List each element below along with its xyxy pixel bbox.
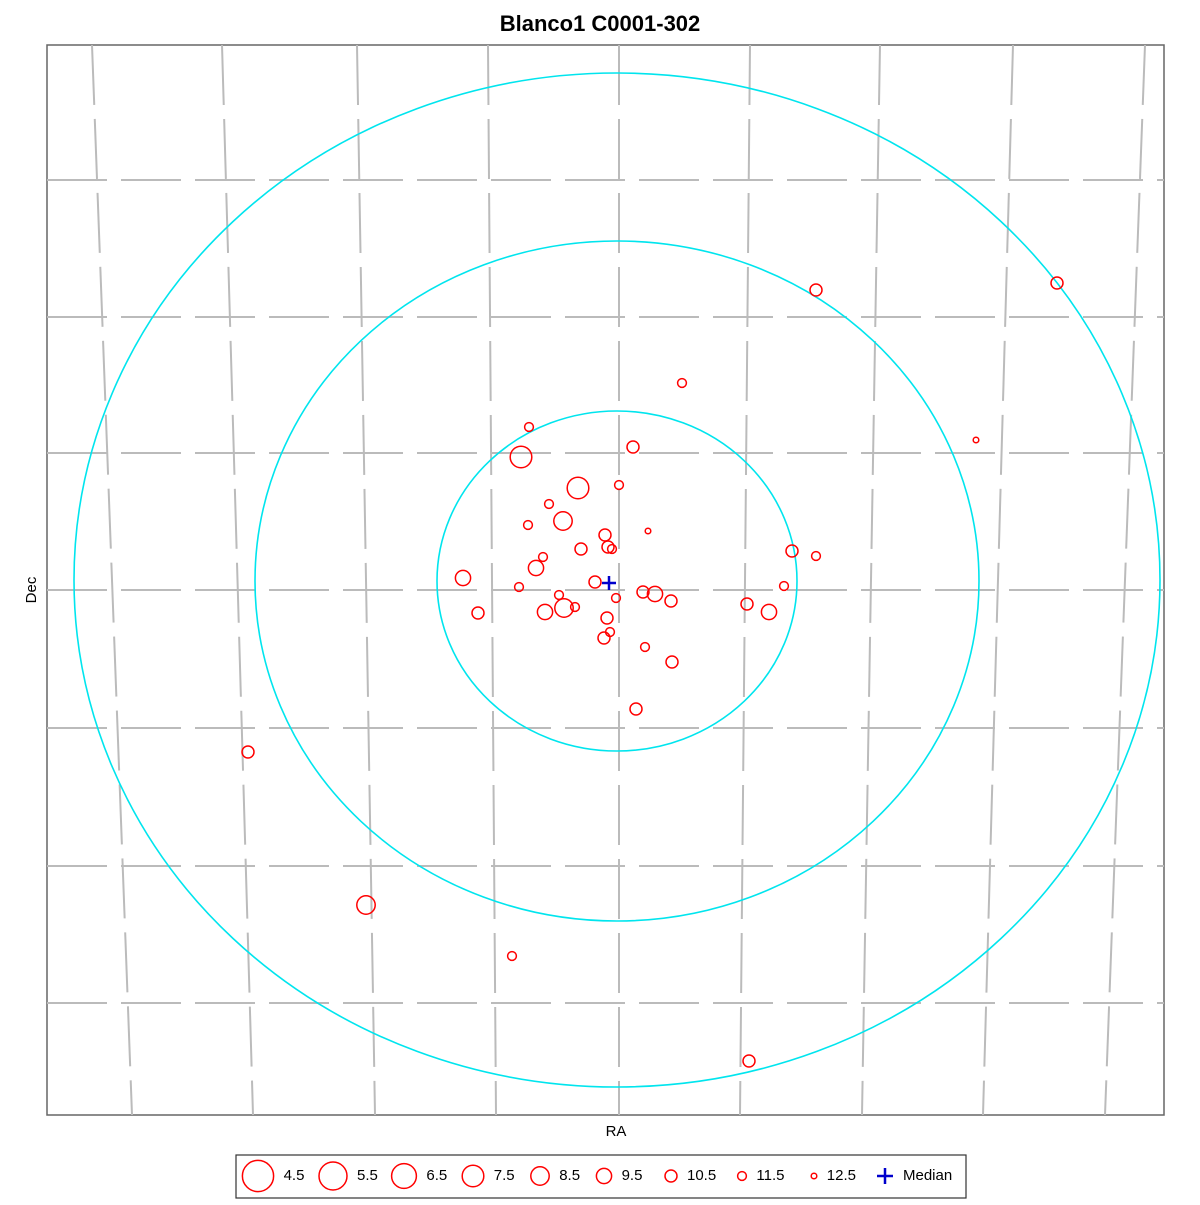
legend-label: 11.5 <box>756 1167 784 1184</box>
legend-symbol <box>461 1164 485 1188</box>
star <box>676 377 688 389</box>
star <box>553 511 573 531</box>
star <box>972 436 980 444</box>
star <box>574 542 588 556</box>
star <box>356 895 376 915</box>
star <box>566 476 590 500</box>
star <box>626 440 640 454</box>
chart-title: Blanco1 C0001-302 <box>500 11 701 36</box>
legend-symbol <box>595 1167 613 1185</box>
median-marker <box>602 576 616 590</box>
star <box>543 498 555 510</box>
star <box>471 606 485 620</box>
star <box>509 445 533 469</box>
legend-median-symbol <box>877 1168 893 1184</box>
star <box>639 641 651 653</box>
star <box>601 540 615 554</box>
star <box>597 631 611 645</box>
star <box>522 519 534 531</box>
legend-label: 10.5 <box>687 1167 716 1184</box>
star <box>588 575 602 589</box>
star <box>629 702 643 716</box>
legend-label: 12.5 <box>827 1167 856 1184</box>
star <box>527 559 545 577</box>
legend-symbol <box>810 1172 818 1180</box>
star <box>613 479 625 491</box>
star <box>644 527 652 535</box>
star <box>810 550 822 562</box>
x-axis-label: RA <box>606 1123 627 1140</box>
star <box>778 580 790 592</box>
y-axis-label: Dec <box>23 576 40 603</box>
star <box>740 597 754 611</box>
legend-label: 7.5 <box>494 1167 515 1184</box>
star <box>600 611 614 625</box>
star <box>664 594 678 608</box>
star <box>742 1054 756 1068</box>
legend-label: 9.5 <box>622 1167 643 1184</box>
star <box>785 544 799 558</box>
legend-label: 6.5 <box>426 1167 447 1184</box>
coordinate-grid <box>47 44 1164 1116</box>
star <box>554 598 574 618</box>
legend-symbol <box>530 1166 550 1186</box>
star <box>809 283 823 297</box>
star <box>523 421 535 433</box>
legend-label: Median <box>903 1167 952 1184</box>
star <box>506 950 518 962</box>
star <box>454 569 472 587</box>
star <box>241 745 255 759</box>
legend-symbol <box>241 1159 275 1193</box>
star <box>606 543 618 555</box>
star <box>636 585 650 599</box>
legend-label: 5.5 <box>357 1167 378 1184</box>
legend-symbol <box>318 1161 348 1191</box>
star <box>537 551 549 563</box>
distance-rings <box>73 72 1161 1088</box>
star <box>1050 276 1064 290</box>
legend-label: 8.5 <box>559 1167 580 1184</box>
legend-symbol <box>736 1170 748 1182</box>
legend-symbol <box>664 1169 678 1183</box>
legend-label: 4.5 <box>284 1167 305 1184</box>
legend-symbol <box>390 1162 418 1190</box>
star <box>536 603 554 621</box>
plot-area <box>46 44 1165 1116</box>
star <box>646 585 664 603</box>
star <box>665 655 679 669</box>
star <box>569 601 581 613</box>
star <box>610 592 622 604</box>
star <box>513 581 525 593</box>
legend-box <box>235 1154 967 1199</box>
star <box>760 603 778 621</box>
